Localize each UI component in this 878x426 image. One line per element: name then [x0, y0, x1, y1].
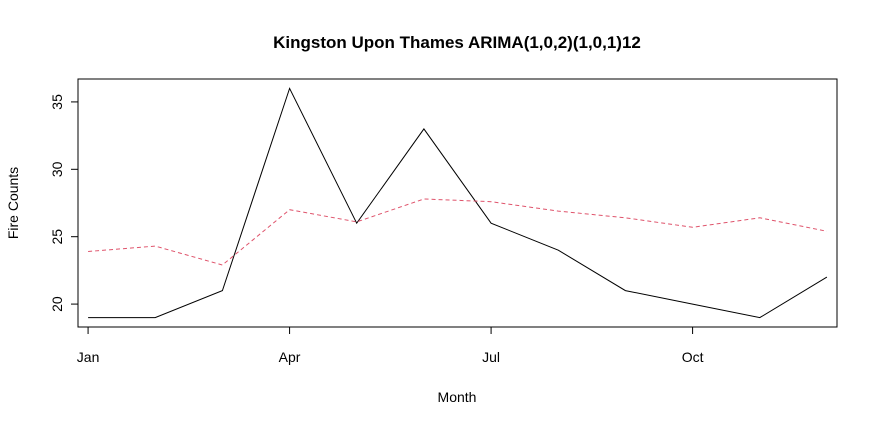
- chart-title: Kingston Upon Thames ARIMA(1,0,2)(1,0,1)…: [273, 33, 641, 52]
- series-layer: [88, 87, 828, 319]
- y-tick-label: 20: [49, 296, 65, 312]
- series-line-2: [88, 198, 827, 266]
- y-tick-label: 25: [49, 229, 65, 245]
- plot-frame: [77, 78, 838, 328]
- y-axis-label: Fire Counts: [5, 167, 21, 239]
- x-tick-label: Jan: [77, 349, 100, 365]
- x-tick-label: Jul: [482, 349, 500, 365]
- y-axis: 20 25 30 35: [49, 94, 79, 312]
- x-tick-label: Oct: [682, 349, 704, 365]
- series-line-1: [88, 87, 828, 319]
- y-tick-label: 35: [49, 94, 65, 110]
- x-axis-label: Month: [438, 389, 477, 405]
- x-axis: Jan Apr Jul Oct: [77, 326, 704, 365]
- y-tick-label: 30: [49, 161, 65, 177]
- x-tick-label: Apr: [279, 349, 301, 365]
